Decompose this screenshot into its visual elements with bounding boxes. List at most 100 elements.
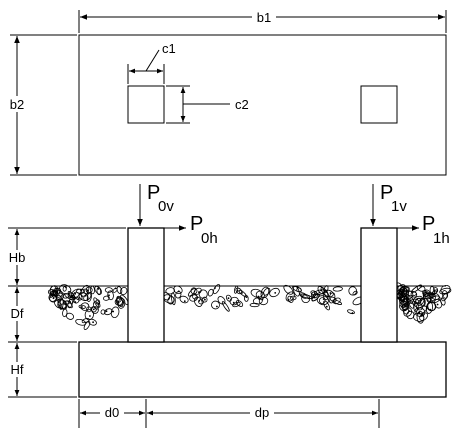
- gravel-stone: [217, 296, 226, 305]
- gravel-stone: [65, 300, 73, 309]
- gravel-stone: [110, 306, 120, 319]
- gravel-stone: [419, 312, 428, 321]
- gravel-dot: [108, 294, 110, 297]
- gravel-stone: [332, 286, 343, 292]
- gravel-dot: [322, 298, 325, 300]
- load-p1h: P 1h: [373, 213, 450, 247]
- gravel-stone: [426, 297, 432, 303]
- gravel-dot: [307, 297, 310, 300]
- dimension-c1: c1: [127, 41, 176, 84]
- gravel-dot: [403, 297, 406, 300]
- gravel-dot: [258, 298, 261, 301]
- label-p0h-main: P: [190, 213, 203, 235]
- gravel-stone: [179, 295, 189, 304]
- gravel-stone: [207, 288, 214, 297]
- gravel-stone: [301, 294, 311, 304]
- gravel-stone: [100, 309, 106, 315]
- label-c1: c1: [162, 41, 176, 56]
- gravel-dot: [227, 297, 230, 300]
- gravel-stone: [429, 286, 435, 296]
- plan-column-left: [127, 85, 165, 124]
- gravel-dot: [216, 305, 218, 308]
- gravel-stone: [424, 291, 431, 302]
- gravel-stone: [416, 305, 428, 315]
- label-hb: Hb: [9, 250, 26, 265]
- gravel-stone: [432, 287, 438, 293]
- gravel-stone: [243, 295, 249, 302]
- gravel-stone: [260, 286, 270, 299]
- gravel-stone: [62, 286, 67, 292]
- gravel-stone: [258, 296, 269, 306]
- gravel-dot: [421, 313, 424, 316]
- gravel-dot: [436, 303, 439, 306]
- gravel-dot: [318, 291, 321, 294]
- section-column-left: [127, 227, 165, 343]
- gravel-stone: [426, 302, 437, 312]
- gravel-dot: [274, 292, 277, 294]
- gravel-stone: [441, 290, 449, 299]
- gravel-dot: [59, 295, 62, 298]
- gravel-stone: [116, 286, 123, 294]
- gravel-stone: [401, 286, 410, 298]
- gravel-dot: [112, 310, 115, 313]
- gravel-stone: [198, 289, 208, 299]
- gravel-dot: [97, 302, 100, 305]
- gravel-dot: [97, 288, 100, 290]
- label-b1: b1: [257, 10, 271, 25]
- label-p1h-sub: 1h: [433, 230, 450, 247]
- gravel-dot: [329, 292, 332, 294]
- dimension-b2: b2: [6, 34, 77, 176]
- gravel-stone: [190, 287, 198, 295]
- gravel-stone: [423, 293, 434, 300]
- gravel-dot: [287, 298, 290, 301]
- gravel-stone: [269, 287, 280, 298]
- gravel-stone: [299, 292, 308, 299]
- gravel-stone: [62, 293, 70, 299]
- gravel-stone: [91, 306, 99, 314]
- gravel-stone: [402, 306, 410, 315]
- gravel-stone: [93, 297, 101, 308]
- gravel-dot: [105, 310, 108, 313]
- section-footing: [78, 341, 447, 398]
- gravel-stone: [103, 295, 110, 301]
- plan-column-right: [360, 85, 398, 124]
- gravel-stone: [238, 289, 247, 297]
- gravel-stone: [352, 290, 358, 296]
- gravel-stone: [439, 287, 452, 295]
- label-hf: Hf: [11, 362, 24, 377]
- gravel-stone: [66, 312, 74, 320]
- dimension-c2: c2: [166, 85, 249, 124]
- gravel-dot: [74, 292, 77, 295]
- gravel-stone: [347, 309, 355, 315]
- gravel-stone: [235, 300, 244, 307]
- gravel-dot: [80, 289, 82, 292]
- gravel-stone: [119, 287, 128, 295]
- gravel-dot: [325, 305, 328, 308]
- gravel-stone: [249, 302, 260, 308]
- gravel-stone: [81, 318, 90, 324]
- gravel-dot: [214, 287, 216, 289]
- gravel-stone: [318, 297, 326, 304]
- gravel-stone: [76, 288, 86, 294]
- gravel-stone: [332, 297, 341, 305]
- load-p0v: P 0v: [137, 182, 174, 226]
- label-p1v-main: P: [380, 182, 393, 204]
- label-p0h-sub: 0h: [201, 230, 218, 247]
- label-df: Df: [11, 306, 24, 321]
- gravel-dot: [241, 292, 243, 294]
- gravel-dot: [92, 308, 95, 311]
- gravel-dot: [406, 289, 408, 292]
- gravel-stone: [232, 301, 241, 308]
- gravel-dot: [92, 321, 94, 324]
- gravel-stone: [55, 287, 62, 294]
- gravel-stone: [189, 294, 198, 302]
- dimension-b1: b1: [78, 10, 447, 33]
- gravel-stone: [411, 284, 422, 293]
- soil-fill: [47, 282, 452, 335]
- gravel-dot: [198, 299, 201, 302]
- gravel-stone: [78, 304, 86, 309]
- gravel-stone: [406, 310, 415, 320]
- gravel-stone: [165, 287, 175, 295]
